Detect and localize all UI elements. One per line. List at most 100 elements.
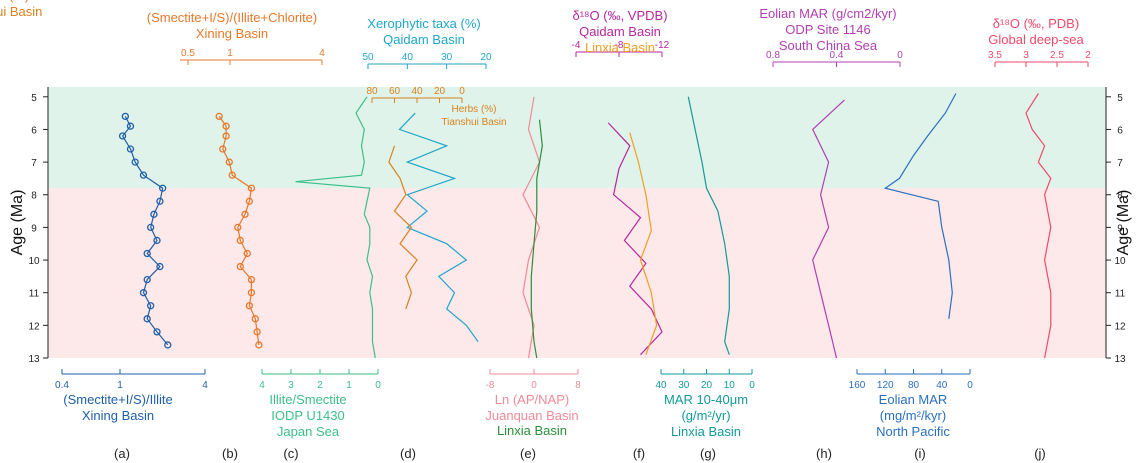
series-point-1 bbox=[251, 315, 259, 323]
panel-e-axis-tick-label: 0 bbox=[531, 380, 537, 391]
panel-letter: (c) bbox=[283, 446, 298, 461]
panel-letter: (d) bbox=[400, 446, 416, 461]
panel-h-title-line: ODP Site 1146 bbox=[785, 22, 871, 37]
panel-d-xerophytic-axis-tick-label: 20 bbox=[480, 52, 492, 63]
panel-b-title-line: Xining Basin bbox=[196, 26, 268, 41]
series-line-2 bbox=[295, 96, 376, 359]
series-point-0 bbox=[143, 249, 151, 258]
age-axis-right-tick-label: 10 bbox=[1114, 256, 1126, 267]
age-axis-left-tick-label: 11 bbox=[29, 289, 40, 300]
panel-f-axis-tick-label: -4 bbox=[572, 40, 581, 51]
panel-i-axis-tick-label: 160 bbox=[849, 380, 866, 391]
series-point-0 bbox=[143, 315, 151, 323]
series-point-1 bbox=[219, 145, 227, 153]
age-axis-left-tick-label: 8 bbox=[31, 191, 37, 202]
series-point-0 bbox=[143, 275, 151, 284]
panel-d-xerophytic-axis-tick-label: 30 bbox=[441, 52, 453, 63]
panel-f-title-line: δ¹⁸O (‰, VPDB) bbox=[572, 8, 667, 23]
panel-e-axis-tick-label: -8 bbox=[486, 380, 495, 391]
series-point-1 bbox=[247, 184, 256, 192]
panel-d-xerophytic-title-line: Qaidam Basin bbox=[383, 32, 465, 47]
series-line-0 bbox=[121, 116, 169, 346]
series-point-0 bbox=[147, 223, 155, 232]
panel-h-axis-tick-label: 0.8 bbox=[766, 50, 780, 61]
series-layer bbox=[118, 93, 1052, 359]
panel-j-title-line: Global deep-sea bbox=[988, 32, 1084, 47]
panel-e-title-line: Ln (AP/NAP) bbox=[495, 392, 569, 407]
panel-a-title-line: Xining Basin bbox=[82, 408, 154, 423]
age-axis-right-tick-label: 7 bbox=[1117, 158, 1123, 169]
panel-d-herbs-axis-tick-label: 60 bbox=[389, 86, 401, 97]
panel-f-axis-tick-label: -8 bbox=[615, 40, 624, 51]
panel-letter: (g) bbox=[700, 446, 716, 461]
series-point-1 bbox=[243, 249, 251, 258]
panel-e-title-line: Juanquan Basin bbox=[485, 408, 578, 423]
panel-c-title-line: IODP U1430 bbox=[271, 408, 344, 423]
panel-letter: (i) bbox=[914, 446, 926, 461]
panel-d-herbs-axis-tick-label: 20 bbox=[434, 86, 446, 97]
panel-b-title-line: (Smectite+I/S)/(Illite+Chlorite) bbox=[147, 10, 318, 25]
series-point-0 bbox=[153, 328, 161, 336]
series-point-1 bbox=[236, 236, 244, 245]
series-line-5 bbox=[522, 96, 541, 359]
panel-a-axis-tick-label: 1 bbox=[117, 380, 123, 391]
series-point-0 bbox=[147, 302, 155, 310]
panel-d-herbs-title-line: Tianshui Basin bbox=[441, 117, 506, 128]
age-axis-right-tick-label: 9 bbox=[1117, 223, 1123, 234]
panel-i-axis-tick-label: 120 bbox=[877, 380, 894, 391]
series-line-10 bbox=[811, 99, 845, 359]
panel-g-axis-tick-label: 10 bbox=[724, 380, 736, 391]
series-point-1 bbox=[245, 302, 254, 310]
panel-c-axis-tick-label: 3 bbox=[288, 380, 294, 391]
series-point-1 bbox=[241, 210, 249, 218]
panel-d-xerophytic-axis-tick-label: 50 bbox=[362, 52, 374, 63]
warm-zone-band bbox=[48, 87, 1106, 189]
panel-g-axis-tick-label: 0 bbox=[749, 380, 755, 391]
series-line-3 bbox=[398, 112, 479, 343]
age-axis-title-left: Age (Ma) bbox=[9, 190, 26, 256]
age-axis-left-tick-label: 12 bbox=[28, 321, 40, 332]
series-point-0 bbox=[139, 289, 148, 297]
panel-c-axis-tick-label: 1 bbox=[346, 380, 352, 391]
panel-f-axis-tick-label: -12 bbox=[655, 40, 670, 51]
panel-i-axis-tick-label: 40 bbox=[936, 380, 948, 391]
series-point-1 bbox=[245, 197, 254, 205]
series-point-1 bbox=[225, 158, 233, 166]
series-point-0 bbox=[156, 262, 164, 271]
panel-h-title-line: South China Sea bbox=[779, 38, 878, 53]
panel-f-linxia-title: Linxia Basin bbox=[585, 40, 655, 55]
series-point-0 bbox=[156, 197, 164, 205]
series-point-0 bbox=[159, 184, 167, 192]
series-point-0 bbox=[131, 158, 139, 166]
panel-e-linxia-title: Linxia Basin bbox=[497, 423, 567, 438]
age-axis-right-tick-label: 11 bbox=[1115, 289, 1126, 300]
panel-c-title-line: Japan Sea bbox=[277, 424, 340, 439]
series-point-0 bbox=[126, 145, 135, 153]
panel-h-title-line: Eolian MAR (g/cm2/kyr) bbox=[759, 6, 896, 21]
series-point-0 bbox=[153, 236, 161, 245]
series-point-0 bbox=[126, 122, 135, 130]
panel-f-title-line: Qaidam Basin bbox=[579, 24, 661, 39]
age-axis-right-tick-label: 5 bbox=[1117, 93, 1123, 104]
series-point-1 bbox=[236, 262, 244, 271]
panel-d-herbs-title-line: Herbs (%) bbox=[0, 0, 29, 3]
panel-a-axis-tick-label: 0.4 bbox=[55, 380, 69, 391]
panel-letter: (f) bbox=[633, 446, 645, 461]
series-point-1 bbox=[255, 341, 263, 349]
panel-g-axis-tick-label: 20 bbox=[701, 380, 713, 391]
panel-d-herbs-axis-tick-label: 80 bbox=[366, 86, 378, 97]
series-point-0 bbox=[121, 112, 129, 121]
age-axis-left-tick-label: 10 bbox=[28, 256, 40, 267]
series-point-1 bbox=[228, 171, 236, 179]
series-line-12 bbox=[1025, 93, 1052, 359]
age-axis-title-right: Age (Ma) bbox=[1115, 190, 1132, 256]
panel-d-herbs-title-line: Tianshui Basin bbox=[0, 4, 42, 19]
series-line-1 bbox=[218, 116, 260, 345]
panel-i-title-line: Eolian MAR bbox=[879, 392, 948, 407]
series-point-0 bbox=[150, 210, 158, 218]
panel-j-axis-tick-label: 2.5 bbox=[1050, 50, 1064, 61]
age-axis-right-tick-label: 12 bbox=[1114, 321, 1126, 332]
series-line-6 bbox=[530, 119, 543, 359]
panel-letter: (a) bbox=[114, 446, 130, 461]
